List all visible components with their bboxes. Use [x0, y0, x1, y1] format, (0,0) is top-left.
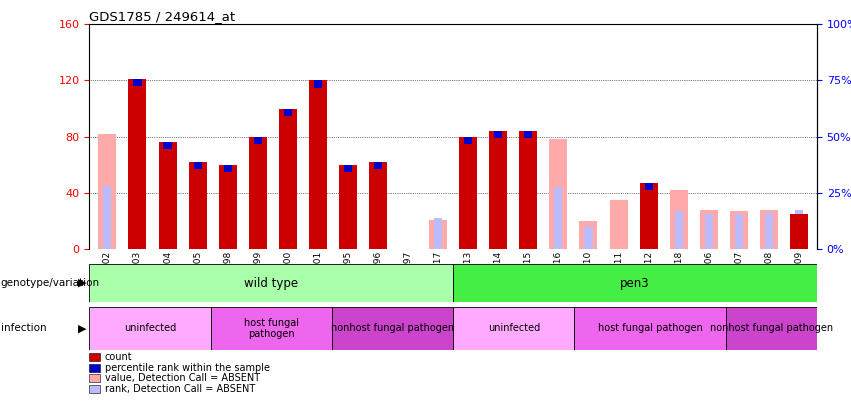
Bar: [309, 81, 327, 249]
Bar: [609, 200, 627, 249]
Bar: [644, 183, 653, 190]
Bar: [129, 79, 146, 249]
Bar: [369, 162, 387, 249]
Bar: [89, 264, 453, 302]
Text: uninfected: uninfected: [488, 324, 540, 333]
Bar: [434, 218, 443, 249]
Bar: [585, 226, 592, 249]
Bar: [730, 211, 748, 249]
Bar: [550, 139, 568, 249]
Bar: [519, 131, 537, 249]
Bar: [790, 214, 808, 249]
Text: percentile rank within the sample: percentile rank within the sample: [105, 363, 270, 373]
Text: pen3: pen3: [620, 277, 650, 290]
Bar: [464, 136, 472, 144]
Bar: [158, 142, 176, 249]
Bar: [99, 134, 117, 249]
Bar: [224, 165, 231, 172]
Bar: [332, 307, 453, 350]
Bar: [670, 190, 688, 249]
Bar: [279, 109, 297, 249]
Bar: [254, 136, 262, 144]
Text: rank, Detection Call = ABSENT: rank, Detection Call = ABSENT: [105, 384, 255, 394]
Bar: [429, 220, 447, 249]
Bar: [453, 264, 817, 302]
Bar: [453, 307, 574, 350]
Bar: [700, 210, 717, 249]
Text: infection: infection: [1, 324, 47, 333]
Bar: [734, 214, 743, 249]
Text: count: count: [105, 352, 132, 362]
Bar: [189, 162, 207, 249]
Bar: [765, 213, 773, 249]
Bar: [554, 187, 563, 249]
Bar: [193, 162, 202, 169]
Text: ▶: ▶: [78, 278, 87, 288]
Text: genotype/variation: genotype/variation: [1, 278, 100, 288]
Text: wild type: wild type: [244, 277, 299, 290]
Bar: [248, 136, 266, 249]
Bar: [134, 79, 141, 86]
Bar: [374, 162, 382, 169]
Bar: [705, 214, 713, 249]
Bar: [494, 131, 502, 138]
Text: GDS1785 / 249614_at: GDS1785 / 249614_at: [89, 10, 236, 23]
Bar: [210, 307, 332, 350]
Text: value, Detection Call = ABSENT: value, Detection Call = ABSENT: [105, 373, 260, 383]
Bar: [675, 211, 683, 249]
Text: nonhost fungal pathogen: nonhost fungal pathogen: [331, 324, 454, 333]
Text: host fungal
pathogen: host fungal pathogen: [243, 318, 299, 339]
Bar: [524, 131, 533, 138]
Bar: [640, 183, 658, 249]
Bar: [314, 81, 322, 87]
Bar: [726, 307, 817, 350]
Text: ▶: ▶: [78, 324, 87, 333]
Bar: [163, 142, 172, 149]
Bar: [795, 210, 803, 249]
Text: host fungal pathogen: host fungal pathogen: [598, 324, 703, 333]
Bar: [574, 307, 726, 350]
Bar: [489, 131, 507, 249]
Bar: [89, 307, 210, 350]
Bar: [580, 221, 597, 249]
Bar: [219, 165, 237, 249]
Bar: [339, 165, 357, 249]
Bar: [344, 165, 352, 172]
Text: nonhost fungal pathogen: nonhost fungal pathogen: [710, 324, 833, 333]
Bar: [103, 186, 111, 249]
Bar: [283, 109, 292, 115]
Bar: [460, 136, 477, 249]
Bar: [760, 210, 778, 249]
Text: uninfected: uninfected: [124, 324, 176, 333]
